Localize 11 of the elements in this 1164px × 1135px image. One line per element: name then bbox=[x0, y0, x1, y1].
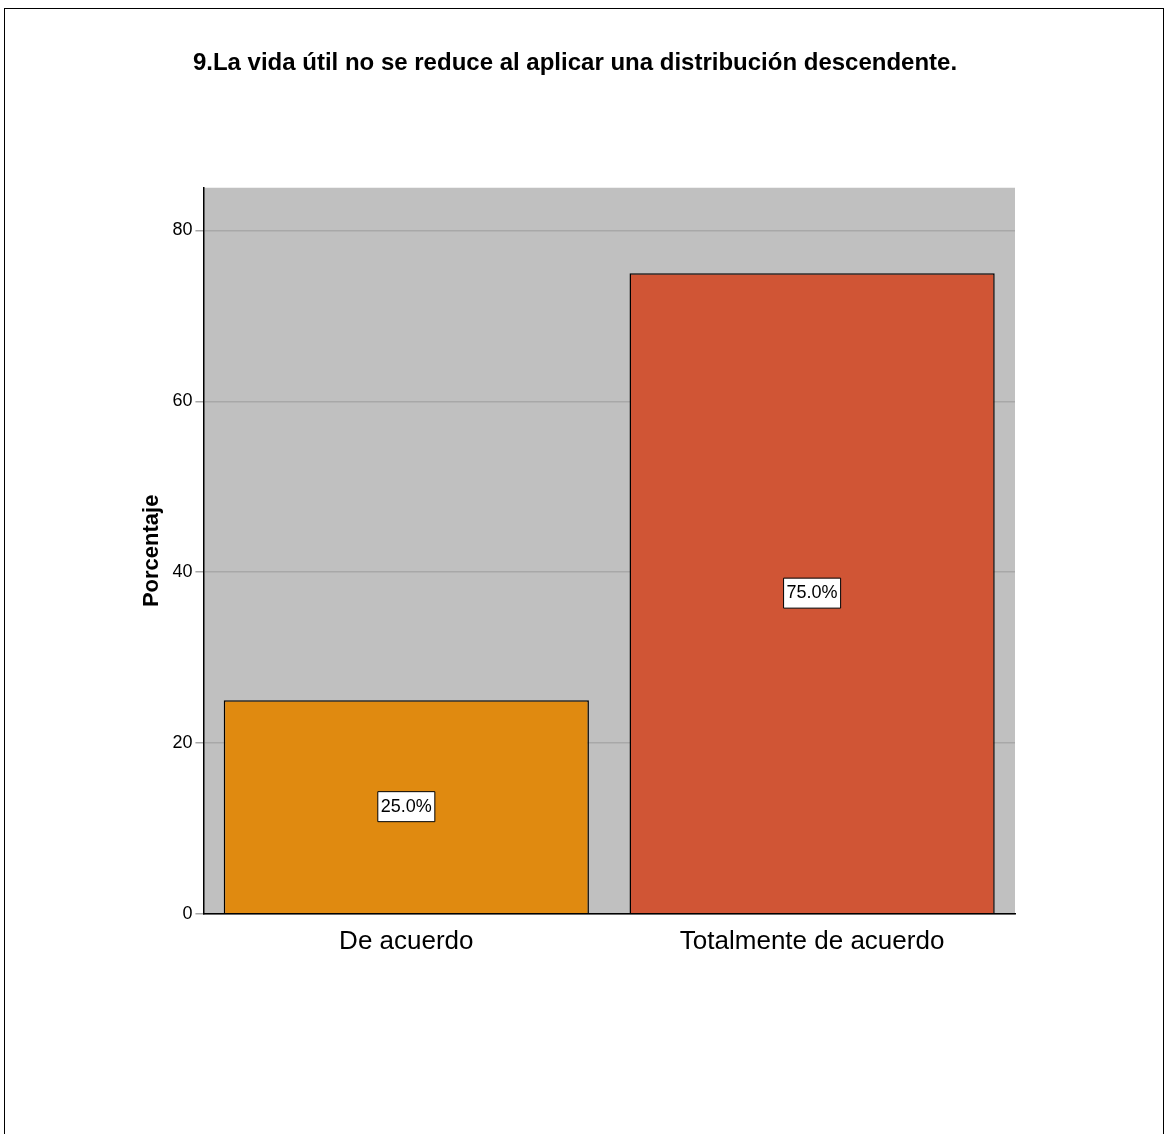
data-label: 25.0% bbox=[380, 795, 432, 816]
y-tick-label: 20 bbox=[172, 731, 193, 752]
x-tick-label: De acuerdo bbox=[339, 924, 474, 955]
y-tick-label: 60 bbox=[172, 390, 193, 411]
y-tick-label: 80 bbox=[172, 219, 193, 240]
chart-title: 9.La vida útil no se reduce al aplicar una distribución descendente. bbox=[192, 48, 958, 76]
y-axis-title: Porcentaje bbox=[138, 494, 164, 608]
y-tick-label: 0 bbox=[182, 902, 193, 923]
x-tick-label: Totalmente de acuerdo bbox=[679, 924, 945, 955]
data-label: 75.0% bbox=[786, 582, 838, 603]
y-tick-label: 40 bbox=[172, 561, 193, 582]
